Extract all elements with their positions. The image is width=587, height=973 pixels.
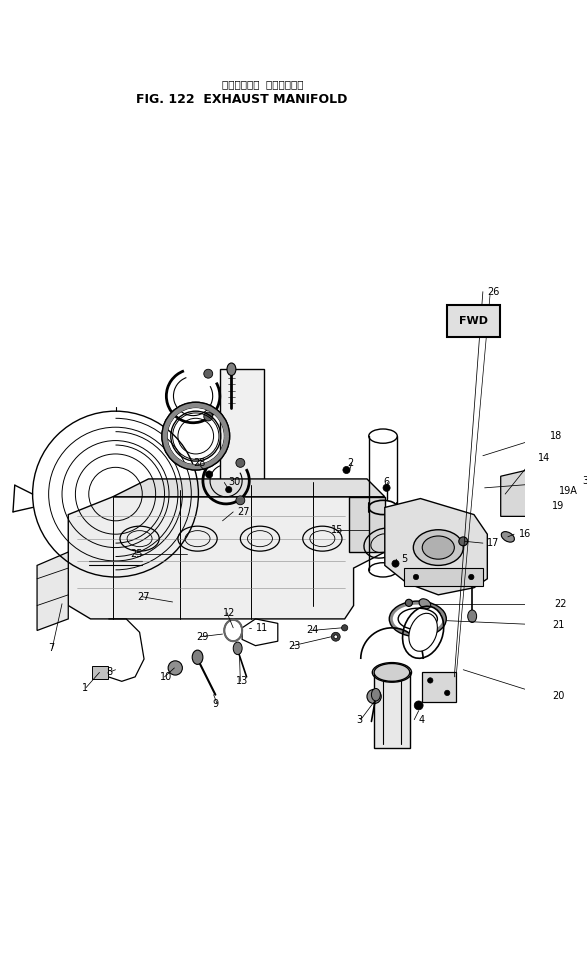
Text: 27: 27 xyxy=(137,592,150,601)
Text: 30: 30 xyxy=(229,478,241,487)
Ellipse shape xyxy=(409,613,437,651)
Circle shape xyxy=(541,505,550,514)
Circle shape xyxy=(392,560,399,567)
Circle shape xyxy=(205,471,212,478)
Text: FIG. 122  EXHAUST MANIFOLD: FIG. 122 EXHAUST MANIFOLD xyxy=(136,92,348,106)
Text: 26: 26 xyxy=(487,287,500,297)
Text: 22: 22 xyxy=(554,598,566,609)
Ellipse shape xyxy=(236,496,245,505)
Polygon shape xyxy=(422,672,456,702)
Text: 31: 31 xyxy=(583,476,587,486)
Polygon shape xyxy=(385,498,487,595)
Text: 14: 14 xyxy=(538,453,551,463)
Ellipse shape xyxy=(233,642,242,655)
Text: 15: 15 xyxy=(331,524,343,535)
Circle shape xyxy=(427,678,433,683)
Circle shape xyxy=(468,574,474,580)
Circle shape xyxy=(343,466,350,474)
Ellipse shape xyxy=(204,369,212,378)
Ellipse shape xyxy=(236,458,245,467)
FancyBboxPatch shape xyxy=(447,306,500,338)
Text: 19: 19 xyxy=(552,501,565,511)
Text: 28: 28 xyxy=(193,458,205,468)
Text: FWD: FWD xyxy=(458,316,488,326)
Text: 7: 7 xyxy=(48,643,54,653)
Text: 23: 23 xyxy=(288,640,301,651)
Text: 12: 12 xyxy=(222,608,235,618)
Polygon shape xyxy=(349,497,385,552)
Text: 29: 29 xyxy=(196,631,208,642)
Ellipse shape xyxy=(192,650,203,665)
Text: 10: 10 xyxy=(160,672,173,682)
Text: 13: 13 xyxy=(236,676,248,686)
Circle shape xyxy=(414,701,423,710)
Ellipse shape xyxy=(422,536,454,559)
Circle shape xyxy=(342,625,348,631)
Polygon shape xyxy=(113,479,385,497)
Text: 16: 16 xyxy=(518,529,531,539)
Text: 17: 17 xyxy=(487,538,500,548)
Text: 11: 11 xyxy=(255,623,268,632)
Ellipse shape xyxy=(374,664,410,681)
Text: 6: 6 xyxy=(383,478,389,487)
Text: 25: 25 xyxy=(131,549,143,559)
Bar xyxy=(92,667,109,678)
Bar xyxy=(538,496,551,505)
Polygon shape xyxy=(501,470,537,517)
Ellipse shape xyxy=(168,661,183,675)
Polygon shape xyxy=(404,568,483,586)
Text: 5: 5 xyxy=(401,555,407,564)
Text: 27: 27 xyxy=(238,507,250,517)
Circle shape xyxy=(413,574,419,580)
Circle shape xyxy=(225,486,232,492)
Text: 8: 8 xyxy=(107,667,113,676)
Text: 24: 24 xyxy=(306,626,319,635)
Text: 18: 18 xyxy=(550,431,562,441)
Circle shape xyxy=(334,635,338,638)
Ellipse shape xyxy=(468,610,477,623)
Text: エキゾースト  マニホールド: エキゾースト マニホールド xyxy=(222,79,303,89)
Text: 19A: 19A xyxy=(559,486,578,496)
Ellipse shape xyxy=(227,363,236,376)
Circle shape xyxy=(444,690,450,696)
Ellipse shape xyxy=(405,599,413,606)
Ellipse shape xyxy=(419,598,431,609)
Polygon shape xyxy=(37,552,68,631)
Polygon shape xyxy=(68,497,385,619)
Text: 2: 2 xyxy=(348,458,353,468)
Ellipse shape xyxy=(367,689,381,703)
Ellipse shape xyxy=(413,529,463,565)
Text: 1: 1 xyxy=(82,683,88,693)
Text: 4: 4 xyxy=(419,714,425,725)
Ellipse shape xyxy=(204,412,212,421)
Ellipse shape xyxy=(372,689,380,701)
Bar xyxy=(374,672,410,748)
Text: 21: 21 xyxy=(552,620,565,631)
Text: 9: 9 xyxy=(212,699,219,708)
Circle shape xyxy=(383,485,390,491)
Circle shape xyxy=(331,632,340,641)
Ellipse shape xyxy=(427,619,436,628)
Text: 3: 3 xyxy=(356,714,362,725)
Text: 20: 20 xyxy=(552,692,565,702)
Polygon shape xyxy=(220,369,264,548)
Ellipse shape xyxy=(459,537,468,546)
Ellipse shape xyxy=(501,531,514,542)
